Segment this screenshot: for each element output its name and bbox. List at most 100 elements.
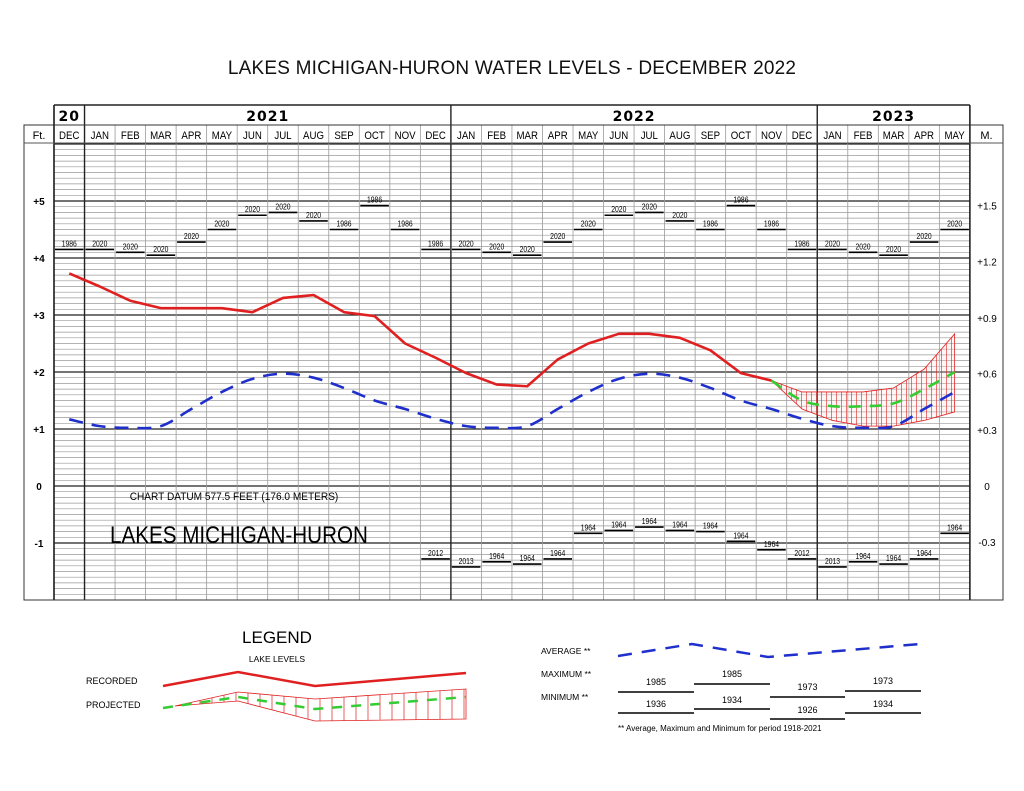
- legend-recorded-label: RECORDED: [86, 676, 138, 686]
- chart-annotations: CHART DATUM 577.5 FEET (176.0 METERS) LA…: [110, 491, 368, 549]
- month-label: MAY: [578, 131, 598, 143]
- month-label: JUN: [609, 131, 628, 143]
- month-label: JAN: [91, 131, 109, 143]
- chart-datum-note: CHART DATUM 577.5 FEET (176.0 METERS): [130, 491, 339, 503]
- ft-tick-label: +2: [33, 368, 45, 379]
- maximum-year-label: 2020: [459, 239, 474, 249]
- maximum-year-label: 1986: [794, 239, 809, 249]
- chart-axes: +5 +4 +3 +2 +1 0 -1 +1.5 +1.2 +0.9 +0.6 +0.3 0 -0.3: [33, 197, 997, 550]
- legend-footnote: ** Average, Maximum and Minimum for peri…: [618, 724, 822, 733]
- legend-max-year: 1973: [797, 682, 817, 692]
- m-tick-label: +0.3: [977, 426, 997, 437]
- legend-min-year: 1934: [722, 695, 742, 705]
- legend-average-swatch: [617, 642, 921, 659]
- month-label: JUL: [641, 131, 658, 143]
- max-min-steps: 1986 2020 2020 2020 2020 2020 2020 2020 2020 1986…: [55, 195, 969, 568]
- ft-tick-label: 0: [36, 482, 42, 493]
- m-unit-label: M.: [980, 130, 992, 142]
- minimum-year-label: 2012: [794, 548, 809, 558]
- maximum-year-label: 2020: [153, 244, 168, 254]
- lake-name-label: LAKES MICHIGAN-HURON: [110, 522, 368, 549]
- month-label: FEB: [121, 131, 140, 143]
- legend-projected-label: PROJECTED: [86, 700, 141, 710]
- m-tick-label: +1.2: [977, 257, 997, 268]
- legend: LEGEND LAKE LEVELS RECORDED PROJECTED AV…: [86, 628, 921, 733]
- minimum-year-label: 1964: [886, 553, 902, 563]
- minimum-year-label: 1964: [855, 551, 871, 561]
- month-label: SEP: [334, 131, 353, 143]
- legend-recorded-swatch: [162, 670, 467, 688]
- month-label: MAR: [516, 131, 538, 143]
- month-label: NOV: [761, 131, 782, 143]
- ft-unit-label: Ft.: [33, 130, 46, 142]
- legend-min-year: 1936: [646, 699, 666, 709]
- minimum-year-label: 1964: [611, 520, 627, 530]
- legend-max-year: 1985: [646, 677, 666, 687]
- chart-header: 20 2021 2022 2023 DEC JAN FEB MAR APR MAY JUN JUL AU…: [33, 109, 993, 142]
- minimum-year-label: 1964: [733, 531, 749, 541]
- maximum-year-label: 1986: [62, 239, 77, 249]
- maximum-year-label: 2020: [855, 242, 870, 252]
- maximum-year-label: 2020: [184, 231, 199, 241]
- maximum-year-label: 2020: [672, 210, 687, 220]
- month-label: MAR: [883, 131, 905, 143]
- maximum-year-label: 2020: [306, 210, 321, 220]
- month-label: JAN: [823, 131, 841, 143]
- month-label: APR: [548, 131, 568, 143]
- month-label: JUL: [274, 131, 291, 143]
- month-label: AUG: [669, 131, 690, 143]
- maximum-year-label: 2020: [489, 242, 504, 252]
- projected-range-band: [771, 332, 956, 427]
- maximum-year-label: 2020: [917, 231, 932, 241]
- ft-tick-label: +4: [33, 254, 45, 265]
- year-label: 20: [59, 109, 80, 125]
- month-label: JAN: [457, 131, 475, 143]
- minimum-year-label: 1964: [764, 539, 780, 549]
- month-label: APR: [181, 131, 201, 143]
- maximum-year-label: 2020: [581, 219, 596, 229]
- legend-maximum-label: MAXIMUM **: [541, 669, 592, 679]
- month-label: SEP: [701, 131, 720, 143]
- minimum-year-label: 1964: [947, 523, 963, 533]
- maximum-year-label: 2020: [825, 239, 840, 249]
- legend-swatches: [162, 670, 467, 722]
- legend-max-year: 1973: [873, 676, 893, 686]
- m-tick-label: -0.3: [978, 538, 996, 549]
- minimum-year-label: 1964: [489, 551, 505, 561]
- legend-title: LEGEND: [242, 628, 312, 647]
- month-label: FEB: [487, 131, 506, 143]
- minimum-year-label: 2013: [825, 556, 840, 566]
- chart-title: LAKES MICHIGAN-HURON WATER LEVELS - DECE…: [227, 58, 797, 79]
- minimum-year-label: 1964: [550, 548, 566, 558]
- maximum-year-label: 1986: [336, 219, 351, 229]
- maximum-year-label: 1986: [428, 239, 443, 249]
- year-label: 2021: [246, 109, 289, 125]
- maximum-year-label: 2020: [642, 202, 657, 212]
- ft-tick-label: +5: [33, 197, 45, 208]
- minimum-year-label: 1964: [917, 548, 933, 558]
- legend-average-label: AVERAGE **: [541, 646, 591, 656]
- m-tick-label: +0.6: [977, 370, 997, 381]
- legend-min-year: 1926: [797, 705, 817, 715]
- maximum-year-label: 1986: [367, 195, 382, 205]
- m-tick-label: +1.5: [977, 202, 997, 213]
- legend-extremes: 1985 1985 1973 1973 1936 1934 1926 1934: [617, 642, 921, 720]
- maximum-year-label: 2020: [550, 231, 565, 241]
- maximum-year-label: 2020: [245, 205, 260, 215]
- maximum-year-label: 2020: [611, 205, 626, 215]
- legend-subtitle: LAKE LEVELS: [249, 654, 306, 664]
- month-label: FEB: [854, 131, 873, 143]
- maximum-year-label: 2020: [886, 244, 901, 254]
- minimum-year-label: 1964: [672, 520, 688, 530]
- month-label: JUN: [243, 131, 262, 143]
- year-label: 2023: [872, 109, 915, 125]
- average-line: [68, 372, 956, 430]
- maximum-year-label: 2020: [275, 202, 290, 212]
- month-label: MAR: [150, 131, 172, 143]
- m-tick-label: +0.9: [977, 314, 997, 325]
- month-label: AUG: [303, 131, 324, 143]
- ft-tick-label: -1: [35, 539, 44, 550]
- m-tick-label: 0: [984, 482, 990, 493]
- minimum-year-label: 1964: [703, 521, 719, 531]
- year-label: 2022: [613, 109, 656, 125]
